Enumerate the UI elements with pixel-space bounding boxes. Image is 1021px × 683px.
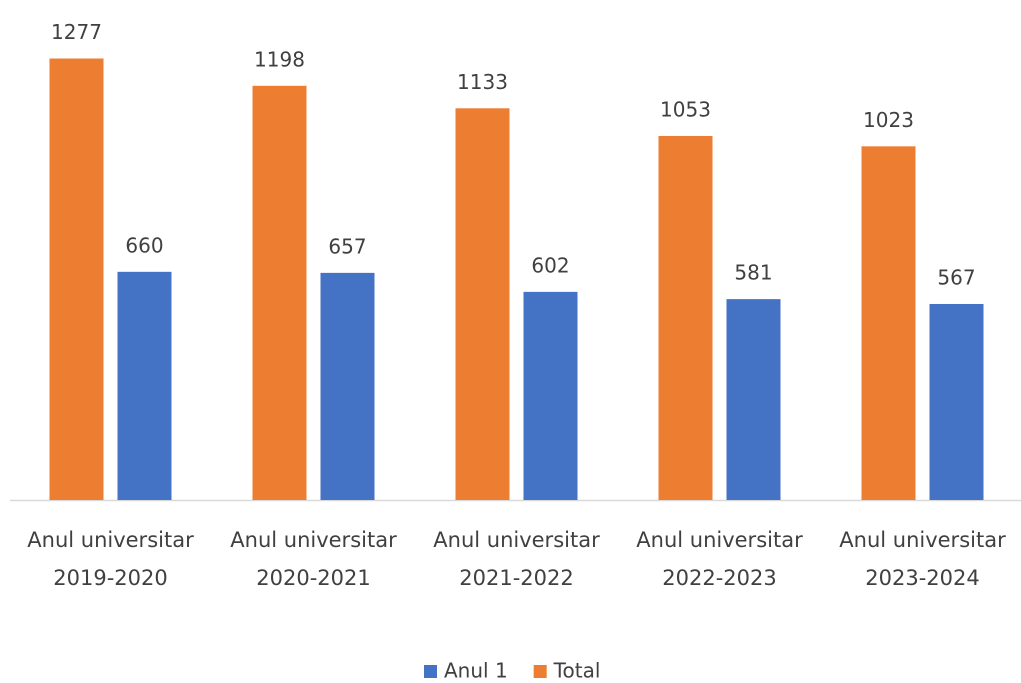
data-label: 1053: [660, 97, 711, 121]
legend-label: Anul 1: [444, 659, 508, 683]
data-label: 1023: [863, 108, 914, 132]
bar: [252, 85, 307, 500]
legend-swatch: [424, 665, 437, 678]
bar: [49, 58, 104, 500]
x-tick-label: Anul universitar 2022-2023: [636, 528, 803, 590]
x-tick-label: Anul universitar 2021-2022: [433, 528, 600, 590]
data-label: 1198: [254, 47, 305, 71]
bar: [117, 271, 172, 500]
bar: [861, 146, 916, 500]
legend-swatch: [533, 665, 547, 678]
x-tick-label: Anul universitar 2023-2024: [839, 528, 1006, 590]
x-tick-label: Anul universitar 2019-2020: [27, 528, 194, 590]
bar: [523, 291, 578, 500]
data-label: 567: [937, 265, 975, 289]
legend-label: Total: [553, 659, 601, 683]
data-label: 1277: [51, 20, 102, 44]
data-label: 657: [328, 234, 366, 258]
bar: [658, 135, 713, 500]
data-label: 581: [734, 261, 772, 285]
bar: [726, 299, 781, 500]
data-label: 660: [125, 233, 163, 257]
data-label: 602: [531, 253, 569, 277]
data-label: 1133: [457, 70, 508, 94]
x-tick-label: Anul universitar 2020-2021: [230, 528, 397, 590]
bar: [455, 108, 510, 500]
bar: [929, 303, 984, 500]
bar: [320, 272, 375, 500]
